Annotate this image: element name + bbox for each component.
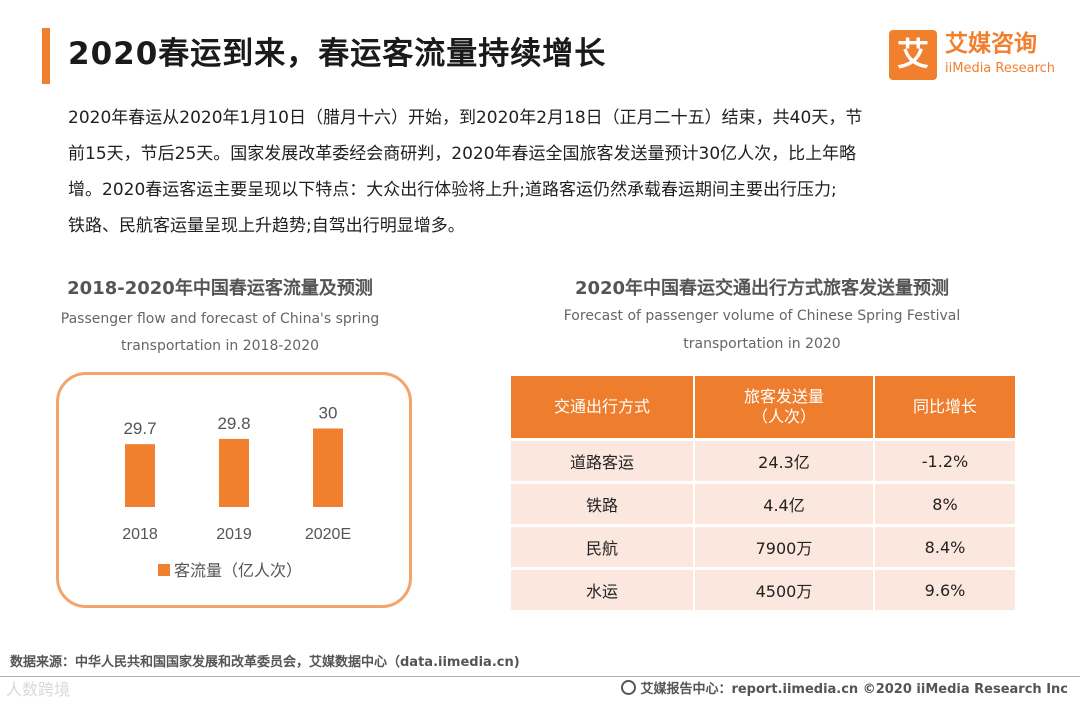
table-cell: 4.4亿	[694, 481, 875, 526]
data-label-2020E: 30	[319, 403, 338, 422]
globe-icon	[621, 680, 637, 695]
logo: 艾 艾媒咨询 iiMedia Research	[889, 30, 1069, 82]
page-title: 2020春运到来，春运客流量持续增长	[68, 36, 607, 72]
bar-chart: 29.7 2018 29.8 2019 30 2020E	[122, 403, 351, 543]
logo-cn: 艾媒咨询	[945, 31, 1037, 57]
x-tick-label-2019: 2019	[216, 526, 252, 543]
table-cell: 铁路	[511, 481, 695, 526]
table-cell: 4500万	[694, 567, 875, 610]
data-source-note: 数据来源：中华人民共和国国家发展和改革委员会，艾媒数据中心（data.iimed…	[10, 655, 520, 670]
table-title: 2020年中国春运交通出行方式旅客发送量预测	[574, 278, 950, 299]
intro-line: 铁路、民航客运量呈现上升趋势;自驾出行明显增多。	[68, 216, 465, 236]
table-cell: 水运	[511, 567, 695, 610]
bar-chart-title: 2018-2020年中国春运客流量及预测	[67, 278, 373, 299]
table-row: 水运 4500万 9.6%	[511, 567, 1015, 610]
transport-table: 交通出行方式 旅客发送量 （人次） 同比增长 道路客运 24.3亿 -1.2% 铁…	[511, 376, 1015, 610]
table-cell: 道路客运	[511, 438, 695, 483]
table-cell: 9.6%	[874, 567, 1015, 610]
table-cell: 24.3亿	[694, 438, 875, 483]
table-cell: 8.4%	[874, 524, 1015, 569]
table-cell: -1.2%	[874, 438, 1015, 483]
intro-line: 前15天，节后25天。国家发展改革委经会商研判，2020年春运全国旅客发送量预计…	[68, 144, 857, 164]
table-cell: 民航	[511, 524, 695, 569]
data-label-2019: 29.8	[217, 414, 250, 433]
table-row: 铁路 4.4亿 8%	[511, 481, 1015, 526]
column-header-volume: 旅客发送量 （人次）	[694, 376, 875, 440]
table-cell: 7900万	[694, 524, 875, 569]
footer-divider	[0, 676, 1080, 677]
bar-2019	[219, 438, 249, 507]
footer-credit: 艾媒报告中心：report.iimedia.cn ©2020 iiMedia R…	[621, 678, 1068, 697]
table-row: 民航 7900万 8.4%	[511, 524, 1015, 569]
bar-chart-subtitle: transportation in 2018-2020	[120, 338, 320, 354]
bar-chart-legend: 客流量（亿人次）	[158, 557, 302, 581]
legend-swatch	[158, 564, 170, 576]
table-subtitle: Forecast of passenger volume of Chinese …	[563, 308, 961, 324]
table-header-row: 交通出行方式 旅客发送量 （人次） 同比增长	[511, 376, 1015, 440]
logo-en: iiMedia Research	[945, 61, 1056, 76]
bar-2018	[125, 444, 155, 507]
logo-mark: 艾	[889, 30, 937, 80]
column-header-growth: 同比增长	[874, 376, 1015, 440]
x-tick-label-2018: 2018	[122, 526, 158, 543]
legend-label: 客流量（亿人次）	[174, 561, 303, 580]
intro-paragraph: 2020年春运从2020年1月10日（腊月十六）开始，到2020年2月18日（正…	[68, 100, 1028, 244]
table-cell: 8%	[874, 481, 1015, 526]
bar-chart-subtitle: Passenger flow and forecast of China's s…	[60, 311, 380, 327]
table-subtitle: transportation in 2020	[683, 336, 841, 352]
bar-2020E	[313, 428, 343, 507]
data-label-2018: 29.7	[123, 419, 156, 438]
table-row: 道路客运 24.3亿 -1.2%	[511, 438, 1015, 483]
column-header-mode: 交通出行方式	[511, 376, 695, 440]
x-tick-label-2020E: 2020E	[305, 526, 351, 543]
intro-line: 增。2020春运客运主要呈现以下特点：大众出行体验将上升;道路客运仍然承载春运期…	[68, 180, 837, 200]
intro-line: 2020年春运从2020年1月10日（腊月十六）开始，到2020年2月18日（正…	[68, 108, 863, 128]
title-accent-bar	[42, 28, 50, 84]
bar-chart-frame	[56, 372, 412, 608]
watermark: 人数跨境	[6, 680, 71, 699]
